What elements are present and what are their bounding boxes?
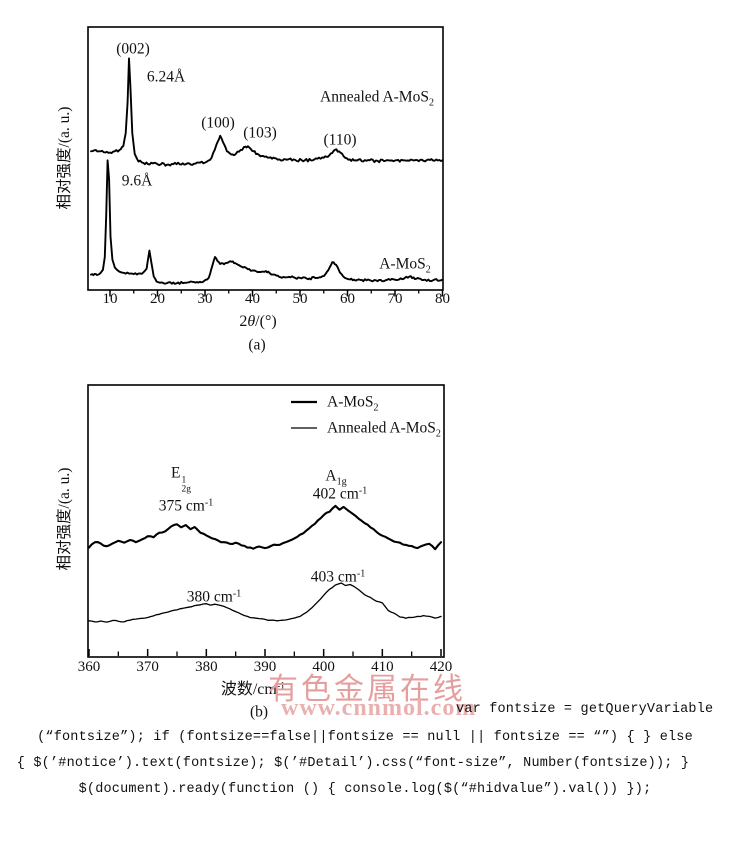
x-tick-label: 10 [102,291,118,307]
raman-annealed-curve [88,582,442,623]
raman-peak-402-text: 402 cm [312,485,359,503]
raman-peak-375-sup: -1 [204,497,214,509]
xrd-x-axis-label-suffix: /(°) [255,313,277,331]
raman-peak-375-label: 375 cm-1 [159,497,213,514]
xrd-dspacing-624-label: 6.24Å [146,68,186,86]
raman-peak-380-label: 380 cm-1 [187,588,241,605]
xrd-peak-100-label: (100) [201,114,235,132]
code-text-line-1: var fontsize = getQueryVariable [456,702,714,717]
x-tick-label: 370 [136,659,159,675]
xrd-x-axis-label-prefix: 2 [239,313,248,331]
xrd-x-axis-label: 2θ/(°) [239,313,276,331]
xrd-amos-series-text: A-MoS [379,255,426,273]
legend-item-annealed-sub: 2 [435,428,441,440]
raman-chart-canvas [87,384,445,658]
xrd-y-axis-label: 相对强度/(a. u.) [56,106,73,210]
raman-peak-403-sup: -1 [356,568,366,580]
x-tick-label: 410 [371,659,394,675]
xrd-plot-border [87,26,444,291]
xrd-peak-103-label: (103) [243,124,277,142]
raman-peak-403-text: 403 cm [310,568,357,586]
raman-y-axis-label: 相对强度/(a. u.) [56,467,73,571]
raman-curves [87,504,443,623]
x-tick-label: 50 [292,291,308,307]
raman-peak-380-text: 380 cm [186,588,233,606]
legend-item-amos-sub: 2 [373,402,379,414]
raman-peak-402-sup: -1 [358,485,368,497]
legend-item-amos-text: A-MoS [327,393,374,411]
code-text-line-2: (“fontsize”); if (fontsize==false||fonts… [37,730,693,745]
raman-peak-380-sup: -1 [232,588,242,600]
raman-plot-border [87,384,445,658]
raman-x-axis-label-text: 波数/cm [220,681,277,699]
legend-item-annealed-text: Annealed A-MoS [327,419,436,437]
x-tick-label: 40 [245,291,260,307]
xrd-peak-002-label: (002) [116,40,150,58]
raman-e2g-base: E [171,464,181,482]
code-text-line-4: $(document).ready(function () { console.… [78,782,652,797]
x-tick-label: 30 [197,291,213,307]
xrd-amos-curve [90,159,444,285]
x-tick-label: 420 [429,659,453,675]
xrd-dspacing-96-label: 9.6Å [121,172,153,190]
x-tick-label: 80 [435,291,450,307]
xrd-x-ticks [109,290,444,297]
raman-x-axis-label: 波数/cm-1 [221,681,285,699]
xrd-amos-series-sub: 2 [425,264,431,276]
xrd-annealed-series-text: Annealed A-MoS [320,88,429,106]
xrd-curves [90,57,444,285]
raman-peak-375-text: 375 cm [158,497,205,515]
raman-peak-402-label: 402 cm-1 [313,485,367,502]
raman-a1g-base: A [325,467,337,485]
x-tick-label: 360 [77,659,101,675]
raman-e2g-mode-label: E 1 2g [171,465,191,494]
raman-x-axis-label-sup: -1 [276,681,286,693]
watermark-site-name: 有色金属在线 [268,673,466,706]
xrd-annealed-series-label: Annealed A-MoS2 [320,88,434,109]
raman-a1g-mode-label: A1g [325,467,347,488]
raman-peak-403-label: 403 cm-1 [311,568,365,585]
xrd-amos-series-label: A-MoS2 [379,255,431,276]
legend-item-annealed: Annealed A-MoS2 [327,419,441,440]
x-tick-label: 20 [150,291,165,307]
x-tick-label: 390 [253,659,277,675]
code-text-line-3: { $(’#notice’).text(fontsize); $(’#Detai… [16,756,690,771]
x-tick-label: 70 [387,291,403,307]
xrd-annealed-curve [90,57,444,167]
raman-amos-curve [87,504,443,551]
watermark-site-url: www.cnnmol.com [281,695,477,721]
raman-x-ticks [88,649,442,656]
x-tick-label: 400 [312,659,335,675]
x-tick-label: 60 [340,291,355,307]
xrd-peak-110-label: (110) [323,131,357,149]
xrd-chart-canvas [87,26,444,297]
x-tick-label: 380 [195,659,218,675]
xrd-caption: (a) [248,336,266,354]
raman-caption: (b) [249,703,269,721]
raman-e2g-sup: 1 [181,475,187,486]
xrd-x-axis-label-theta: θ [247,313,256,331]
raman-a1g-sub: 1g [336,476,347,488]
raman-e2g-sub: 2g [181,484,191,494]
xrd-annealed-series-sub: 2 [428,97,434,109]
legend-item-amos: A-MoS2 [327,393,379,414]
